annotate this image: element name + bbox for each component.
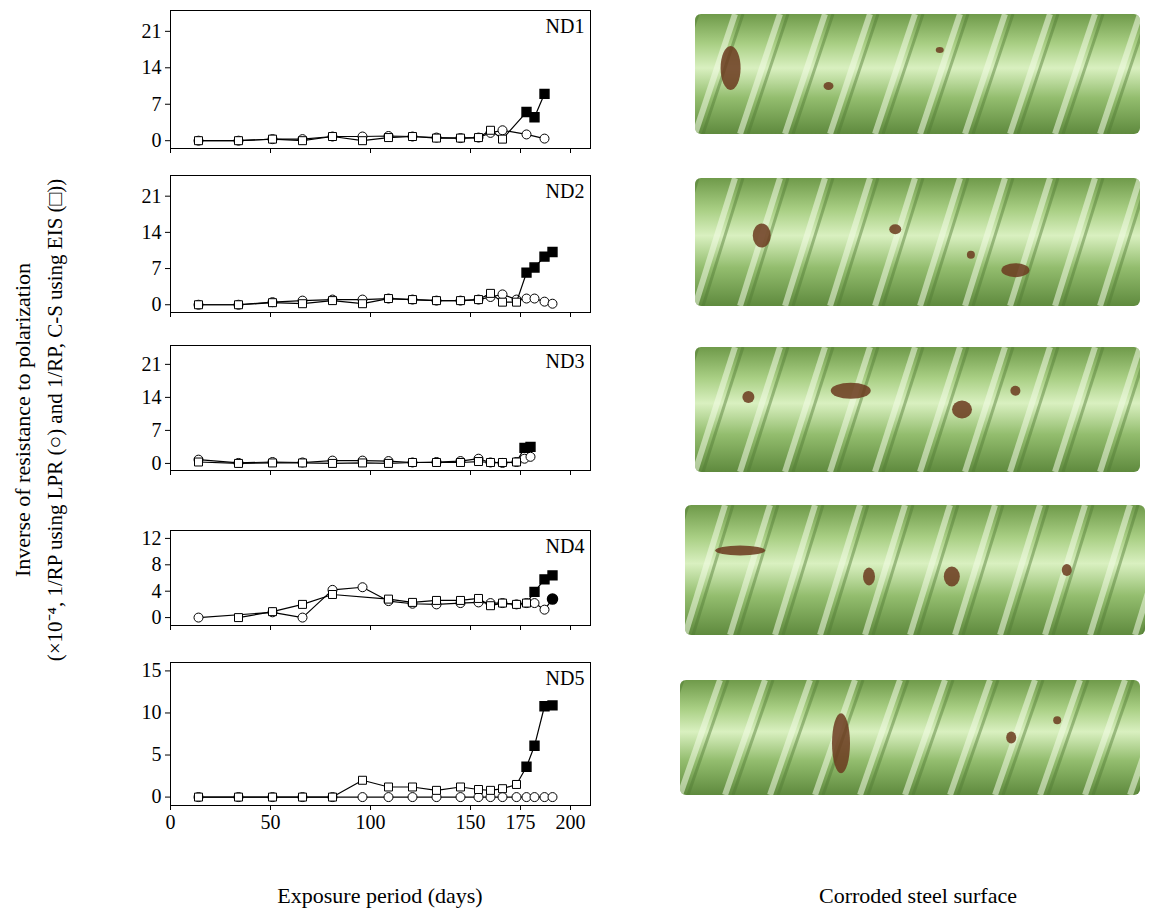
- svg-text:ND5: ND5: [546, 667, 585, 689]
- svg-text:ND3: ND3: [546, 350, 585, 372]
- svg-text:7: 7: [152, 93, 162, 115]
- svg-text:Inverse of resistance to polar: Inverse of resistance to polarization: [10, 263, 35, 577]
- svg-text:4: 4: [152, 580, 162, 602]
- svg-text:12: 12: [142, 527, 162, 549]
- svg-text:10: 10: [142, 701, 162, 723]
- svg-text:14: 14: [142, 221, 162, 243]
- svg-text:21: 21: [142, 20, 162, 42]
- svg-text:5: 5: [152, 743, 162, 765]
- svg-text:150: 150: [456, 811, 486, 833]
- svg-text:ND4: ND4: [546, 535, 585, 557]
- svg-text:100: 100: [356, 811, 386, 833]
- svg-text:(×10⁻⁴, 1/RP using LPR (○) and: (×10⁻⁴, 1/RP using LPR (○) and 1/RP, C-S…: [43, 179, 67, 661]
- svg-text:0: 0: [166, 811, 176, 833]
- svg-text:0: 0: [152, 785, 162, 807]
- svg-text:21: 21: [142, 185, 162, 207]
- svg-text:175: 175: [506, 811, 536, 833]
- svg-text:0: 0: [152, 606, 162, 628]
- svg-text:Exposure period (days): Exposure period (days): [277, 883, 482, 908]
- svg-text:14: 14: [142, 56, 162, 78]
- svg-text:0: 0: [152, 129, 162, 151]
- svg-text:50: 50: [261, 811, 281, 833]
- svg-text:0: 0: [152, 452, 162, 474]
- svg-text:200: 200: [556, 811, 586, 833]
- svg-text:Corroded steel surface: Corroded steel surface: [819, 883, 1017, 908]
- svg-text:21: 21: [142, 353, 162, 375]
- svg-text:14: 14: [142, 386, 162, 408]
- svg-text:7: 7: [152, 419, 162, 441]
- svg-text:ND2: ND2: [546, 180, 585, 202]
- svg-text:7: 7: [152, 257, 162, 279]
- svg-text:0: 0: [152, 293, 162, 315]
- svg-text:15: 15: [142, 659, 162, 681]
- svg-text:8: 8: [152, 553, 162, 575]
- svg-text:ND1: ND1: [546, 15, 585, 37]
